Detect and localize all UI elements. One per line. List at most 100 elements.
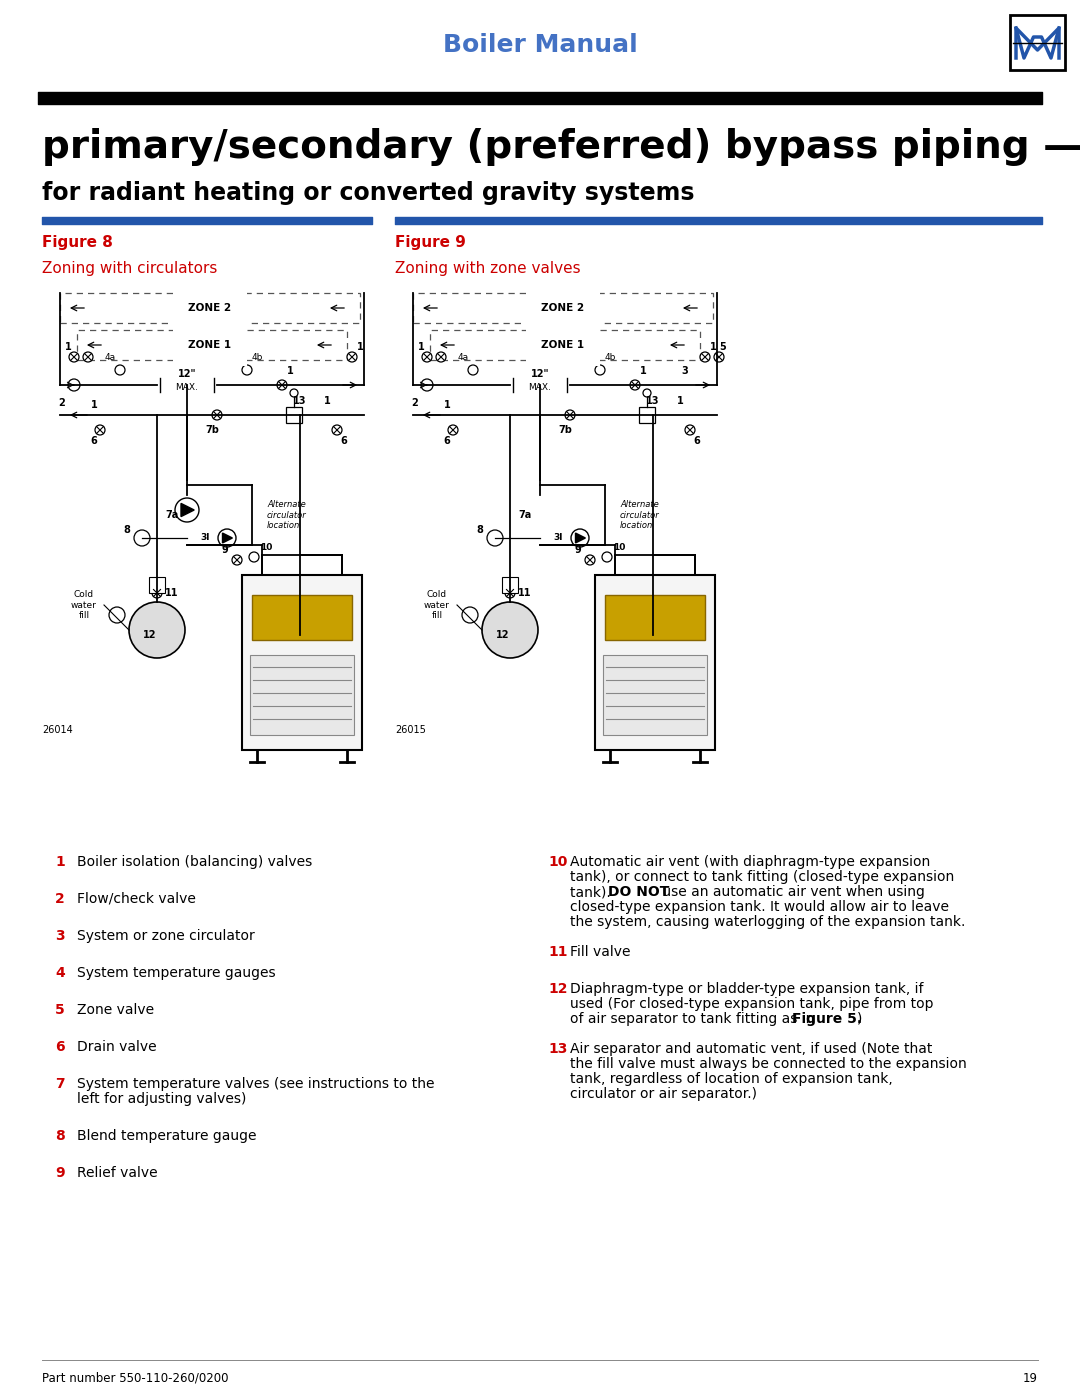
Circle shape — [714, 352, 724, 362]
Bar — [595, 576, 715, 750]
Text: 13: 13 — [548, 1042, 567, 1056]
Circle shape — [436, 352, 446, 362]
Bar — [502, 577, 518, 592]
Text: 9: 9 — [221, 545, 228, 555]
Circle shape — [347, 352, 357, 362]
Text: the system, causing waterlogging of the expansion tank.: the system, causing waterlogging of the … — [570, 915, 966, 929]
Text: 26014: 26014 — [42, 725, 72, 735]
Circle shape — [565, 409, 575, 420]
Circle shape — [448, 425, 458, 434]
Text: 4: 4 — [55, 965, 65, 981]
Circle shape — [630, 380, 640, 390]
Text: Zone valve: Zone valve — [77, 1003, 154, 1017]
Circle shape — [422, 352, 432, 362]
Text: Diaphragm-type or bladder-type expansion tank, if: Diaphragm-type or bladder-type expansion… — [570, 982, 923, 996]
Circle shape — [595, 365, 605, 374]
Circle shape — [482, 602, 538, 658]
Circle shape — [276, 380, 287, 390]
Text: 7: 7 — [55, 1077, 65, 1091]
Text: the fill valve must always be connected to the expansion: the fill valve must always be connected … — [570, 1058, 967, 1071]
Text: 1: 1 — [324, 395, 330, 407]
Circle shape — [114, 365, 125, 374]
Text: 7b: 7b — [558, 425, 572, 434]
Circle shape — [68, 379, 80, 391]
Text: MAX.: MAX. — [176, 384, 199, 393]
Text: 12": 12" — [530, 369, 550, 379]
Circle shape — [421, 379, 433, 391]
Text: 2: 2 — [411, 398, 418, 408]
Text: 7a: 7a — [518, 510, 531, 520]
Text: 3: 3 — [681, 366, 688, 376]
Text: Alternate
circulator
location: Alternate circulator location — [267, 500, 307, 529]
Text: 4b: 4b — [605, 353, 616, 362]
Text: ZONE 2: ZONE 2 — [541, 303, 584, 313]
Text: System temperature gauges: System temperature gauges — [77, 965, 275, 981]
Text: 4a: 4a — [458, 353, 469, 362]
Circle shape — [152, 588, 162, 598]
Circle shape — [585, 555, 595, 564]
Text: 9: 9 — [55, 1166, 65, 1180]
Text: 6: 6 — [444, 436, 450, 446]
Text: Figure 9: Figure 9 — [395, 235, 465, 250]
Text: 7b: 7b — [205, 425, 219, 434]
Circle shape — [685, 425, 696, 434]
Text: DO NOT: DO NOT — [608, 886, 670, 900]
Text: ): ) — [858, 1011, 862, 1025]
Circle shape — [462, 608, 478, 623]
Text: Cold
water
fill: Cold water fill — [71, 590, 97, 620]
Circle shape — [468, 365, 478, 374]
Text: Drain valve: Drain valve — [77, 1039, 157, 1053]
Text: ZONE 1: ZONE 1 — [188, 339, 231, 351]
Text: 6: 6 — [55, 1039, 65, 1053]
Text: 4a: 4a — [105, 353, 116, 362]
Text: Fill valve: Fill valve — [570, 944, 631, 958]
Text: 3: 3 — [55, 929, 65, 943]
Bar — [252, 595, 352, 640]
Circle shape — [700, 352, 710, 362]
Text: 11: 11 — [548, 944, 567, 958]
Text: 9: 9 — [575, 545, 581, 555]
Text: 8: 8 — [123, 525, 131, 535]
Text: 1: 1 — [710, 342, 716, 352]
Text: Cold
water
fill: Cold water fill — [424, 590, 450, 620]
Text: 1: 1 — [55, 855, 65, 869]
Circle shape — [571, 529, 589, 548]
Text: 8: 8 — [476, 525, 484, 535]
Text: 5: 5 — [55, 1003, 65, 1017]
Text: Boiler Manual: Boiler Manual — [443, 34, 637, 57]
Text: ZONE 1: ZONE 1 — [541, 339, 584, 351]
Circle shape — [95, 425, 105, 434]
Text: tank, regardless of location of expansion tank,: tank, regardless of location of expansio… — [570, 1071, 893, 1085]
Text: 26015: 26015 — [395, 725, 426, 735]
Text: Relief valve: Relief valve — [77, 1166, 158, 1180]
Text: 1: 1 — [418, 342, 424, 352]
Circle shape — [83, 352, 93, 362]
Text: ZONE 2: ZONE 2 — [188, 303, 231, 313]
Text: 10: 10 — [548, 855, 567, 869]
Text: 1: 1 — [639, 366, 646, 376]
Circle shape — [505, 588, 515, 598]
Text: 1: 1 — [444, 400, 450, 409]
Circle shape — [175, 497, 199, 522]
Text: 6: 6 — [91, 436, 97, 446]
Text: Part number 550-110-260/0200: Part number 550-110-260/0200 — [42, 1372, 229, 1384]
Text: 12: 12 — [496, 630, 510, 640]
Text: Figure 8: Figure 8 — [42, 235, 113, 250]
Text: for radiant heating or converted gravity systems: for radiant heating or converted gravity… — [42, 182, 694, 205]
Bar — [605, 595, 705, 640]
Text: tank), or connect to tank fitting (closed-type expansion: tank), or connect to tank fitting (close… — [570, 870, 955, 884]
Text: 10: 10 — [613, 542, 625, 552]
Text: MAX.: MAX. — [528, 384, 552, 393]
Bar — [149, 577, 165, 592]
Text: closed-type expansion tank. It would allow air to leave: closed-type expansion tank. It would all… — [570, 900, 949, 914]
Text: 3l: 3l — [201, 534, 210, 542]
Text: 13: 13 — [646, 395, 660, 407]
Circle shape — [134, 529, 150, 546]
Text: 1: 1 — [356, 342, 363, 352]
Bar — [603, 655, 707, 735]
Text: Alternate
circulator
location: Alternate circulator location — [620, 500, 660, 529]
Text: Figure 5.: Figure 5. — [792, 1011, 862, 1025]
Text: 4b: 4b — [252, 353, 262, 362]
Circle shape — [487, 529, 503, 546]
Text: tank).: tank). — [570, 886, 616, 900]
